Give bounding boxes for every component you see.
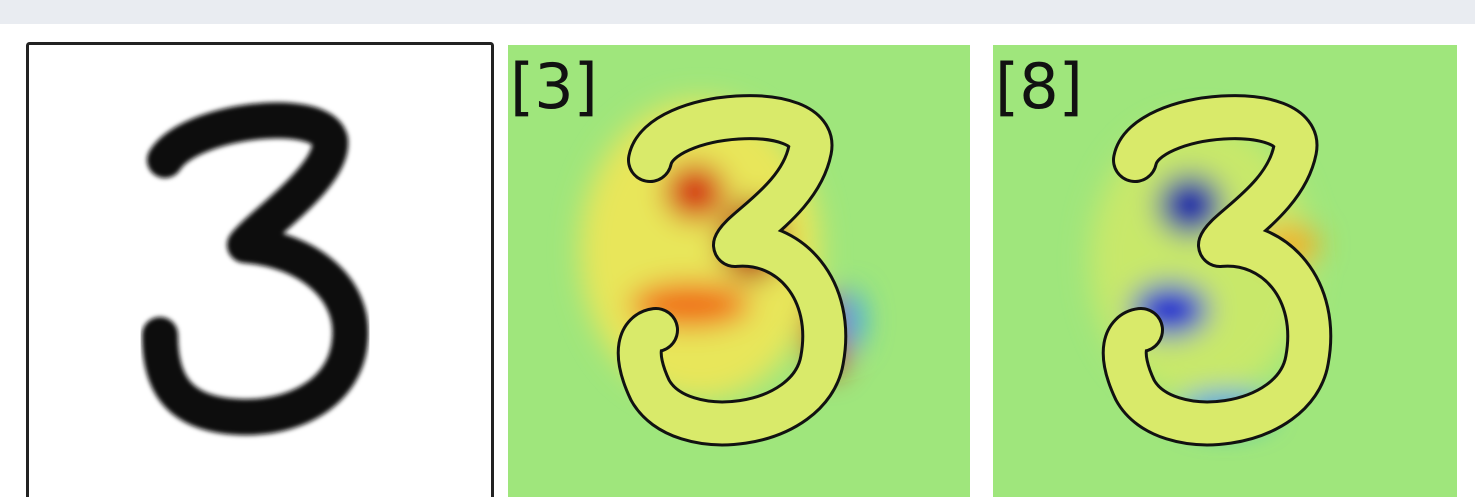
- panel-label: [8]: [995, 50, 1083, 123]
- top-bar: [0, 0, 1475, 24]
- figure: [3] [8]: [0, 0, 1475, 497]
- panel-label: [3]: [510, 50, 598, 123]
- page: [3] [8] (() => { const data = JSON.parse…: [0, 0, 1475, 497]
